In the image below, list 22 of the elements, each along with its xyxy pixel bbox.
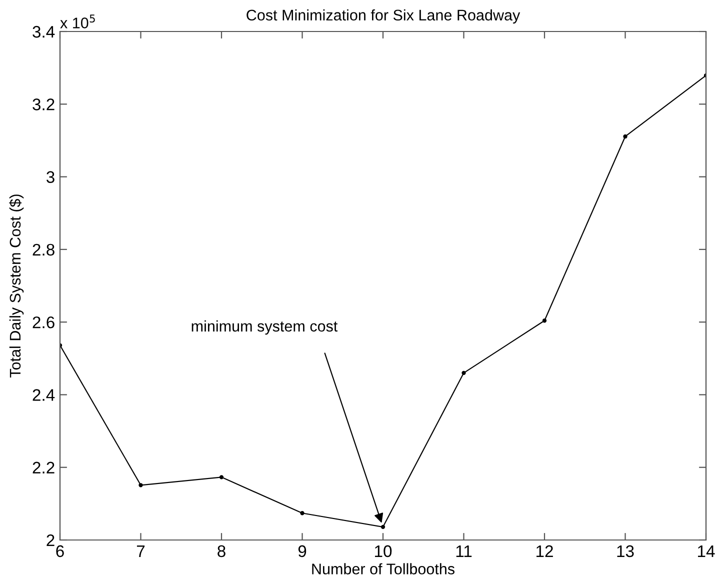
x-tick-label: 7	[136, 545, 145, 557]
x-tick-label: 14	[698, 545, 715, 557]
x-tick-label: 12	[536, 545, 553, 557]
x-tick-label: 11	[456, 545, 472, 557]
y-tick-label: 2.2	[32, 462, 54, 474]
y-tick-label: 3.4	[32, 26, 55, 38]
x-tick-label: 8	[218, 545, 226, 558]
x-tick-label: 9	[298, 545, 306, 558]
x-tick-label: 6	[56, 545, 64, 558]
x-tick-label: 13	[617, 545, 634, 558]
y-tick-label: 2.6	[32, 316, 54, 328]
y-tick-label: 3.2	[32, 98, 54, 110]
y-tick-label: 2	[46, 534, 54, 546]
y-axis-title: Total Daily System Cost ($)	[9, 194, 24, 378]
chart-title: Cost Minimization for Six Lane Roadway	[246, 9, 520, 24]
y-tick-label: 2.4	[32, 389, 55, 401]
y-tick-label: 2.8	[32, 244, 54, 256]
y-tick-label: 3	[46, 171, 54, 183]
x-axis-title: Number of Tollbooths	[312, 563, 454, 574]
annotation: minimum system cost	[192, 320, 338, 335]
x-tick-label: 10	[375, 545, 392, 558]
text: x 10$^{5}$	[60, 14, 95, 28]
